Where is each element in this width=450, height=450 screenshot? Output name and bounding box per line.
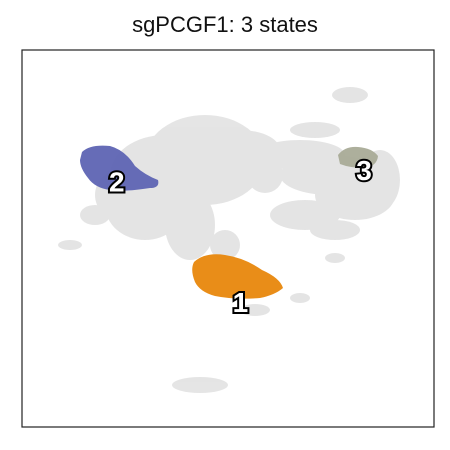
state-3-cluster bbox=[338, 146, 378, 168]
state-label-1: 1 bbox=[233, 287, 249, 318]
state-clusters bbox=[80, 145, 378, 299]
state-label-2: 2 bbox=[109, 166, 125, 197]
state-label-3: 3 bbox=[356, 155, 372, 186]
chart-title: sgPCGF1: 3 states bbox=[132, 12, 318, 37]
state-1-cluster bbox=[192, 254, 283, 299]
state-labels: 1 2 3 bbox=[107, 153, 374, 320]
state-2-cluster bbox=[80, 145, 159, 191]
